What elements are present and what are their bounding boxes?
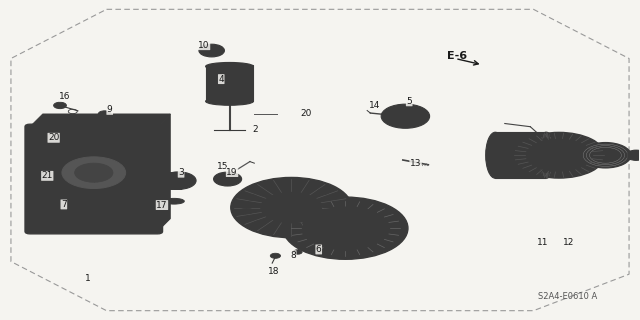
Circle shape [316, 237, 327, 243]
Polygon shape [495, 132, 546, 178]
Text: 20: 20 [300, 108, 312, 117]
Ellipse shape [306, 224, 318, 231]
Circle shape [270, 253, 280, 258]
Circle shape [75, 163, 113, 182]
Circle shape [526, 139, 592, 172]
Ellipse shape [205, 97, 253, 105]
Circle shape [322, 216, 369, 240]
Ellipse shape [205, 62, 253, 70]
Ellipse shape [541, 143, 551, 167]
FancyBboxPatch shape [205, 65, 253, 101]
Ellipse shape [292, 182, 304, 189]
Text: 6: 6 [316, 245, 322, 254]
Ellipse shape [317, 188, 330, 195]
Ellipse shape [278, 227, 290, 234]
Circle shape [548, 150, 569, 160]
Circle shape [392, 109, 419, 123]
Text: 5: 5 [406, 97, 412, 106]
Circle shape [283, 197, 408, 259]
Text: 12: 12 [563, 238, 574, 247]
Circle shape [303, 207, 388, 249]
Ellipse shape [325, 215, 339, 221]
Ellipse shape [239, 208, 253, 214]
Bar [161, 172, 181, 189]
Polygon shape [30, 114, 170, 127]
Text: 10: 10 [198, 41, 210, 50]
Circle shape [298, 203, 308, 208]
Circle shape [231, 178, 352, 238]
Text: 15: 15 [218, 162, 229, 171]
Text: 11: 11 [537, 238, 548, 247]
FancyBboxPatch shape [25, 124, 163, 234]
Circle shape [54, 102, 67, 108]
Ellipse shape [486, 132, 505, 178]
Text: 16: 16 [60, 92, 71, 101]
Circle shape [310, 244, 323, 251]
Circle shape [199, 44, 225, 57]
Circle shape [214, 172, 242, 186]
Circle shape [591, 148, 620, 162]
Circle shape [364, 213, 376, 219]
Circle shape [580, 142, 631, 168]
Ellipse shape [253, 220, 266, 227]
Text: 13: 13 [410, 159, 421, 168]
Circle shape [364, 237, 376, 243]
Circle shape [293, 250, 302, 254]
Circle shape [626, 150, 640, 160]
Text: 3: 3 [178, 168, 184, 177]
Ellipse shape [537, 132, 556, 178]
Text: S2A4-E0610 A: S2A4-E0610 A [538, 292, 597, 301]
Ellipse shape [161, 172, 196, 189]
Circle shape [62, 157, 125, 188]
Ellipse shape [264, 184, 276, 191]
Circle shape [260, 192, 322, 223]
Text: 8: 8 [291, 251, 296, 260]
Text: 21: 21 [42, 172, 53, 180]
Text: 20: 20 [48, 133, 60, 142]
Ellipse shape [244, 194, 257, 200]
Circle shape [540, 146, 578, 165]
Text: 4: 4 [218, 75, 224, 84]
Circle shape [38, 195, 59, 205]
Text: 14: 14 [369, 101, 380, 110]
Circle shape [99, 111, 111, 117]
Circle shape [381, 104, 429, 128]
Ellipse shape [539, 138, 554, 173]
Circle shape [513, 132, 605, 178]
Text: E-6: E-6 [447, 51, 468, 61]
Text: 7: 7 [61, 200, 67, 209]
Circle shape [37, 177, 52, 184]
Text: 18: 18 [268, 267, 280, 276]
Text: 19: 19 [227, 168, 238, 177]
Ellipse shape [164, 198, 184, 204]
Text: 17: 17 [156, 201, 168, 210]
Ellipse shape [330, 201, 343, 207]
Text: 2: 2 [252, 125, 258, 134]
Text: 9: 9 [107, 105, 113, 114]
Ellipse shape [168, 175, 189, 186]
Text: 1: 1 [84, 275, 90, 284]
Polygon shape [157, 114, 170, 231]
Circle shape [316, 213, 327, 219]
